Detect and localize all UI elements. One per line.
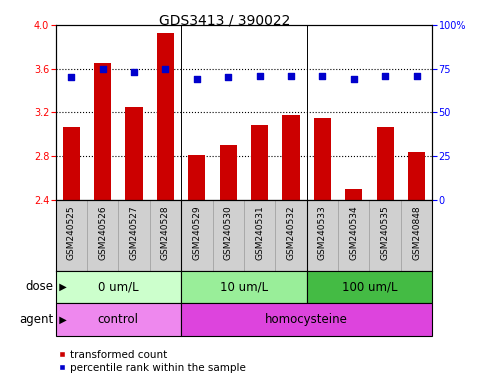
Point	[350, 76, 357, 82]
Bar	[181, 200, 213, 271]
Bar	[314, 118, 331, 200]
Bar	[56, 303, 181, 336]
Text: GDS3413 / 390022: GDS3413 / 390022	[159, 13, 290, 27]
Point	[319, 73, 327, 79]
Text: GSM240530: GSM240530	[224, 205, 233, 260]
Bar	[56, 271, 181, 303]
Bar	[338, 200, 369, 271]
Bar	[150, 200, 181, 271]
Point	[256, 73, 264, 79]
Text: ▶: ▶	[53, 282, 67, 292]
Text: GSM240534: GSM240534	[349, 205, 358, 260]
Bar	[283, 114, 299, 200]
Text: 0 um/L: 0 um/L	[98, 281, 139, 293]
Bar	[181, 271, 307, 303]
Text: GSM240525: GSM240525	[67, 205, 76, 260]
Bar	[345, 189, 362, 200]
Point	[412, 73, 420, 79]
Text: agent: agent	[19, 313, 53, 326]
Bar	[94, 63, 111, 200]
Bar	[401, 200, 432, 271]
Bar	[118, 200, 150, 271]
Bar	[251, 126, 268, 200]
Bar	[307, 271, 432, 303]
Point	[99, 66, 107, 72]
Text: homocysteine: homocysteine	[265, 313, 348, 326]
Bar	[87, 200, 118, 271]
Bar	[126, 107, 142, 200]
Text: control: control	[98, 313, 139, 326]
Point	[193, 76, 201, 82]
Bar	[157, 33, 174, 200]
Point	[161, 66, 170, 72]
Text: ▶: ▶	[53, 315, 67, 325]
Bar	[377, 126, 394, 200]
Point	[130, 69, 138, 75]
Text: GSM240526: GSM240526	[98, 205, 107, 260]
Bar	[369, 200, 401, 271]
Bar	[244, 200, 275, 271]
Text: dose: dose	[25, 280, 53, 293]
Bar	[213, 200, 244, 271]
Text: GSM240527: GSM240527	[129, 205, 139, 260]
Text: GSM240535: GSM240535	[381, 205, 390, 260]
Point	[382, 73, 389, 79]
Text: GSM240532: GSM240532	[286, 205, 296, 260]
Bar	[181, 303, 432, 336]
Bar	[408, 152, 425, 200]
Text: GSM240848: GSM240848	[412, 205, 421, 260]
Bar	[220, 145, 237, 200]
Text: GSM240528: GSM240528	[161, 205, 170, 260]
Text: GSM240531: GSM240531	[255, 205, 264, 260]
Text: GSM240529: GSM240529	[192, 205, 201, 260]
Bar	[307, 200, 338, 271]
Legend: transformed count, percentile rank within the sample: transformed count, percentile rank withi…	[54, 346, 250, 377]
Point	[68, 74, 75, 81]
Point	[224, 74, 232, 81]
Text: 10 um/L: 10 um/L	[220, 281, 268, 293]
Bar	[63, 126, 80, 200]
Point	[287, 73, 295, 79]
Text: 100 um/L: 100 um/L	[342, 281, 397, 293]
Text: GSM240533: GSM240533	[318, 205, 327, 260]
Bar	[188, 155, 205, 200]
Bar	[56, 200, 87, 271]
Bar	[275, 200, 307, 271]
